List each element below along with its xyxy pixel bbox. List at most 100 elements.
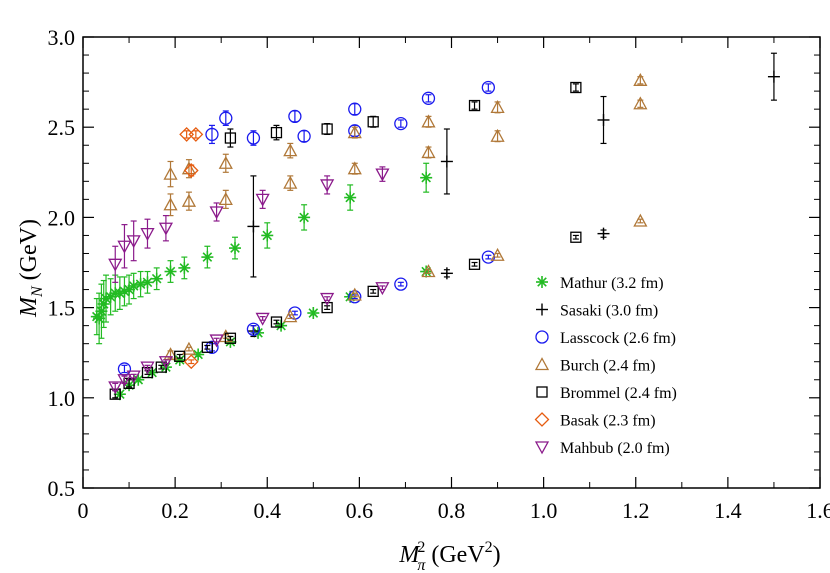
data-point bbox=[375, 168, 390, 182]
data-point bbox=[440, 155, 453, 168]
y-tick-label: 1.5 bbox=[48, 296, 76, 321]
data-point bbox=[108, 258, 123, 272]
data-point bbox=[158, 222, 174, 236]
data-point bbox=[283, 175, 298, 189]
legend-marker bbox=[534, 412, 550, 427]
data-point bbox=[150, 272, 163, 285]
data-point bbox=[126, 370, 141, 384]
data-point bbox=[141, 276, 154, 289]
x-axis-title: Mπ2 (GeV2) bbox=[398, 539, 500, 573]
y-tick-label: 3.0 bbox=[48, 25, 76, 50]
data-point bbox=[183, 163, 199, 178]
data-points bbox=[90, 52, 780, 401]
data-point bbox=[297, 129, 311, 143]
data-point bbox=[163, 166, 178, 180]
data-point bbox=[261, 229, 274, 242]
axis-tick-labels: 0 0.2 0.4 0.6 0.8 1.0 1.2 1.4 1.6 0.5 1.0 1.5 2.0 2.5… bbox=[48, 25, 830, 523]
legend-marker bbox=[534, 441, 550, 455]
data-point bbox=[394, 116, 408, 131]
data-point bbox=[420, 265, 433, 278]
series-diamond bbox=[179, 126, 204, 370]
data-point bbox=[490, 128, 505, 142]
data-point bbox=[767, 70, 780, 83]
data-point bbox=[246, 322, 261, 336]
legend-marker bbox=[534, 357, 550, 371]
data-point bbox=[421, 264, 436, 278]
data-point bbox=[108, 381, 123, 395]
data-point bbox=[255, 193, 270, 207]
legend-label: Brommel (2.4 fm) bbox=[560, 385, 677, 402]
data-point bbox=[320, 292, 335, 306]
legend-marker bbox=[536, 303, 548, 316]
x-tick-label: 0.6 bbox=[346, 498, 374, 523]
data-point bbox=[270, 316, 283, 328]
data-point bbox=[209, 206, 224, 220]
data-point bbox=[181, 161, 197, 175]
data-point bbox=[490, 247, 505, 261]
data-point bbox=[224, 132, 237, 144]
legend-label: Sasaki (3.0 fm) bbox=[560, 303, 658, 320]
data-point bbox=[347, 287, 362, 301]
data-point bbox=[633, 213, 648, 227]
data-point bbox=[283, 143, 298, 157]
data-point bbox=[321, 123, 333, 135]
legend-entry: Sasaki (3.0 fm) bbox=[536, 303, 658, 320]
data-point bbox=[348, 102, 362, 116]
data-point bbox=[320, 179, 335, 193]
legend: Mathur (3.2 fm) Sasaki (3.0 fm) Lasscock (… bbox=[534, 275, 677, 457]
data-point bbox=[218, 155, 233, 169]
data-point bbox=[140, 361, 155, 375]
x-tick-label: 0.2 bbox=[161, 498, 189, 523]
y-axis-title: MN (GeV) bbox=[16, 219, 46, 318]
series-asterisk bbox=[90, 162, 433, 401]
data-point bbox=[481, 250, 496, 264]
legend-entry: Basak (2.3 fm) bbox=[534, 412, 656, 430]
data-point bbox=[164, 265, 177, 278]
legend-entry: Mathur (3.2 fm) bbox=[536, 275, 664, 292]
x-tick-label: 1.4 bbox=[714, 498, 742, 523]
data-point bbox=[597, 113, 610, 126]
x-tick-label: 1.0 bbox=[530, 498, 558, 523]
data-point bbox=[158, 356, 174, 370]
data-point bbox=[183, 354, 199, 370]
legend-marker bbox=[536, 386, 548, 398]
data-point bbox=[367, 285, 379, 298]
data-point bbox=[570, 81, 582, 94]
y-tick-label: 2.5 bbox=[48, 115, 76, 140]
data-point bbox=[201, 341, 214, 353]
y-tick-label: 0.5 bbox=[48, 476, 76, 501]
legend-entry: Burch (2.4 fm) bbox=[534, 357, 656, 375]
data-point bbox=[126, 235, 141, 249]
data-point bbox=[597, 227, 610, 240]
data-point bbox=[117, 374, 132, 388]
x-tick-label: 1.2 bbox=[622, 498, 650, 523]
data-point bbox=[468, 99, 481, 112]
data-point bbox=[420, 171, 433, 184]
data-point bbox=[347, 125, 362, 139]
data-point bbox=[218, 192, 233, 206]
data-point bbox=[270, 126, 283, 139]
data-point bbox=[421, 91, 436, 105]
data-point bbox=[633, 96, 648, 110]
x-tick-label: 0.8 bbox=[438, 498, 466, 523]
data-point bbox=[140, 227, 155, 241]
legend-label: Mathur (3.2 fm) bbox=[560, 275, 664, 292]
data-point bbox=[181, 193, 197, 207]
legend-label: Mahbub (2.0 fm) bbox=[560, 440, 670, 457]
x-tick-label: 0 bbox=[78, 498, 89, 523]
data-point bbox=[490, 99, 505, 114]
data-point bbox=[468, 258, 481, 270]
data-point bbox=[421, 114, 436, 128]
data-point bbox=[307, 307, 320, 320]
y-tick-label: 1.0 bbox=[48, 386, 76, 411]
legend-label: Lasscock (2.6 fm) bbox=[560, 330, 676, 347]
data-point bbox=[246, 131, 261, 145]
plot-border bbox=[82, 36, 821, 489]
data-point bbox=[344, 191, 357, 204]
series-triangle-up bbox=[163, 72, 648, 361]
legend-marker bbox=[535, 330, 549, 344]
legend-label: Basak (2.3 fm) bbox=[560, 413, 656, 430]
data-point bbox=[209, 334, 224, 348]
data-point bbox=[481, 80, 496, 95]
